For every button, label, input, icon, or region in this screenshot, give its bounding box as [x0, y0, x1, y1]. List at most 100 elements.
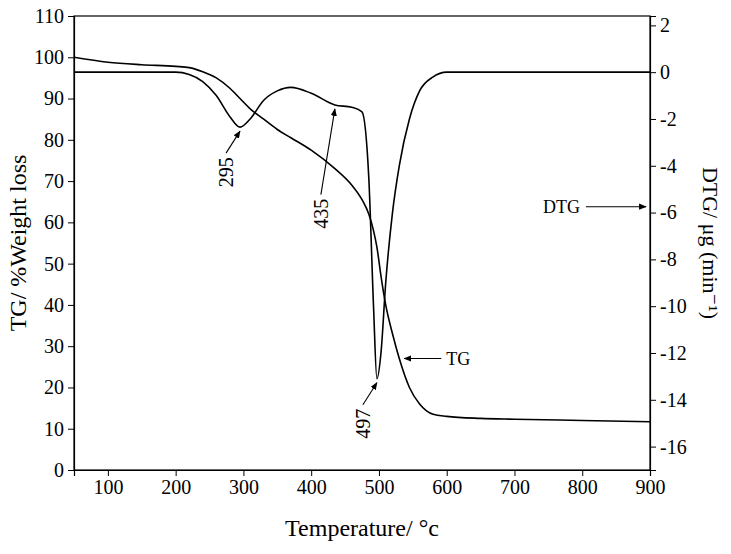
tick-label: 100	[34, 46, 64, 68]
tick: 400	[297, 470, 327, 498]
tick: 110	[35, 5, 74, 27]
tick: -12	[650, 342, 687, 364]
y2-axis: -16-14-12-10-8-6-4-202	[650, 14, 687, 470]
tick-mark	[68, 222, 74, 223]
tick: 800	[568, 470, 598, 498]
tick-label: 30	[44, 335, 64, 357]
tick-label: 70	[44, 170, 64, 192]
annotation-label: 497	[352, 409, 374, 439]
tick: 600	[432, 470, 462, 498]
tick: 30	[44, 335, 74, 357]
tick-label: 110	[35, 5, 64, 27]
axis-line	[75, 471, 651, 477]
x-axis-title: Temperature/ °c	[285, 515, 439, 541]
annotation-arrow	[363, 383, 377, 405]
series-label: TG	[446, 349, 470, 369]
tick-mark	[68, 57, 74, 58]
tick-mark	[650, 72, 656, 73]
tick-mark	[650, 119, 656, 120]
tick: 50	[44, 253, 74, 275]
x-axis: 100 200 300 400 500 600 700 800 900	[75, 470, 666, 498]
tick-label: 700	[500, 476, 530, 498]
tick: 100	[34, 46, 74, 68]
chart-container: 100 200 300 400 500 600 700 800 900 0 10 20 30 40 50 60…	[0, 0, 731, 554]
tick-mark	[68, 181, 74, 182]
tick-mark	[447, 470, 448, 476]
tick: 0	[650, 61, 670, 83]
annotations: 295 435 497 TG DTG	[215, 109, 646, 439]
tick-label: 200	[161, 476, 191, 498]
tick: 90	[44, 87, 74, 109]
tick-mark	[68, 99, 74, 100]
tick: 700	[500, 470, 530, 498]
tick-label: 400	[297, 476, 327, 498]
tick: 300	[229, 470, 259, 498]
tick-label: -16	[660, 435, 687, 457]
tick: -6	[650, 201, 677, 223]
tick-label: -12	[660, 342, 687, 364]
annotation-label: 295	[215, 157, 237, 187]
series-label-arrow	[586, 206, 646, 207]
tick-mark	[68, 470, 74, 471]
tick-mark	[650, 166, 656, 167]
tick-label: 60	[44, 211, 64, 233]
tick: -10	[650, 295, 687, 317]
axis-line	[68, 17, 75, 471]
plot-frame	[74, 16, 650, 470]
tick-mark	[68, 346, 74, 347]
tick-mark	[68, 387, 74, 388]
tick-label: 0	[660, 61, 670, 83]
tick: 20	[44, 376, 74, 398]
series-line	[74, 57, 650, 421]
tick: 40	[44, 294, 74, 316]
tick-label: -4	[660, 155, 677, 177]
annotation-label: 435	[310, 199, 332, 229]
tick-mark	[68, 140, 74, 141]
tick-mark	[650, 259, 656, 260]
y-axis-title: TG/ %Weight loss	[5, 155, 31, 332]
y2-axis-title: DTG/ μg (min⁻¹)	[698, 167, 723, 319]
tick: -2	[650, 108, 677, 130]
tick-label: 20	[44, 376, 64, 398]
series-label-arrow	[404, 358, 441, 359]
tick-label: 100	[93, 476, 123, 498]
tick-label: -14	[660, 389, 687, 411]
tick-mark	[650, 400, 656, 401]
tick: 2	[650, 14, 670, 36]
annotation-arrow	[321, 109, 335, 195]
tick-mark	[650, 353, 656, 354]
tick-label: 600	[432, 476, 462, 498]
tick: 200	[161, 470, 191, 498]
tick: -14	[650, 389, 687, 411]
series-label: DTG	[543, 197, 580, 217]
tick-label: 40	[44, 294, 64, 316]
tick-mark	[650, 213, 656, 214]
tick-label: 900	[636, 476, 666, 498]
tick-mark	[650, 447, 656, 448]
chart-svg: 100 200 300 400 500 600 700 800 900 0 10 20 30 40 50 60…	[0, 0, 731, 554]
tick-mark	[379, 470, 380, 476]
tick: 60	[44, 211, 74, 233]
tick-label: 10	[44, 418, 64, 440]
tick: 10	[44, 418, 74, 440]
tick-label: 500	[364, 476, 394, 498]
tick: 500	[364, 470, 394, 498]
tick-mark	[176, 470, 177, 476]
background	[0, 0, 731, 554]
tick: 900	[636, 470, 666, 498]
tick-label: 2	[660, 14, 670, 36]
tick-label: -2	[660, 108, 677, 130]
tick-label: 80	[44, 129, 64, 151]
tick-mark	[582, 470, 583, 476]
tick: -16	[650, 435, 687, 457]
tick: -4	[650, 155, 677, 177]
tick-label: -10	[660, 295, 687, 317]
plot-area	[74, 57, 650, 421]
tick-label: 50	[44, 253, 64, 275]
tick-mark	[108, 470, 109, 476]
tick: 100	[93, 470, 123, 498]
tick: 80	[44, 129, 74, 151]
tick-mark	[650, 306, 656, 307]
tick-mark	[68, 16, 74, 17]
tick-mark	[311, 470, 312, 476]
